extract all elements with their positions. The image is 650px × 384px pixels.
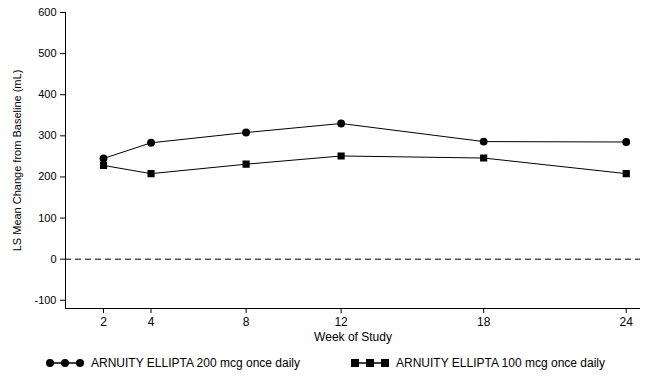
svg-text:400: 400 [38, 88, 56, 100]
svg-text:LS Mean Change from Baseline (: LS Mean Change from Baseline (mL) [11, 70, 23, 252]
svg-text:24: 24 [620, 315, 634, 329]
html-text:ARNUITY ELLIPTA 200 mcg once d: ARNUITY ELLIPTA 200 mcg once daily [91, 356, 300, 370]
svg-text:100: 100 [38, 212, 56, 224]
svg-text:300: 300 [38, 129, 56, 141]
svg-text:200: 200 [38, 170, 56, 182]
svg-text:12: 12 [334, 315, 348, 329]
svg-text:Week of Study: Week of Study [314, 330, 392, 344]
svg-text:18: 18 [477, 315, 491, 329]
svg-text:500: 500 [38, 47, 56, 59]
svg-text:8: 8 [243, 315, 250, 329]
svg-text:2: 2 [100, 315, 107, 329]
svg-text:0: 0 [50, 253, 56, 265]
svg-text:600: 600 [38, 6, 56, 18]
svg-text:4: 4 [148, 315, 155, 329]
svg-text:-100: -100 [34, 294, 56, 306]
html-text:ARNUITY ELLIPTA 100 mcg once d: ARNUITY ELLIPTA 100 mcg once daily [396, 356, 605, 370]
